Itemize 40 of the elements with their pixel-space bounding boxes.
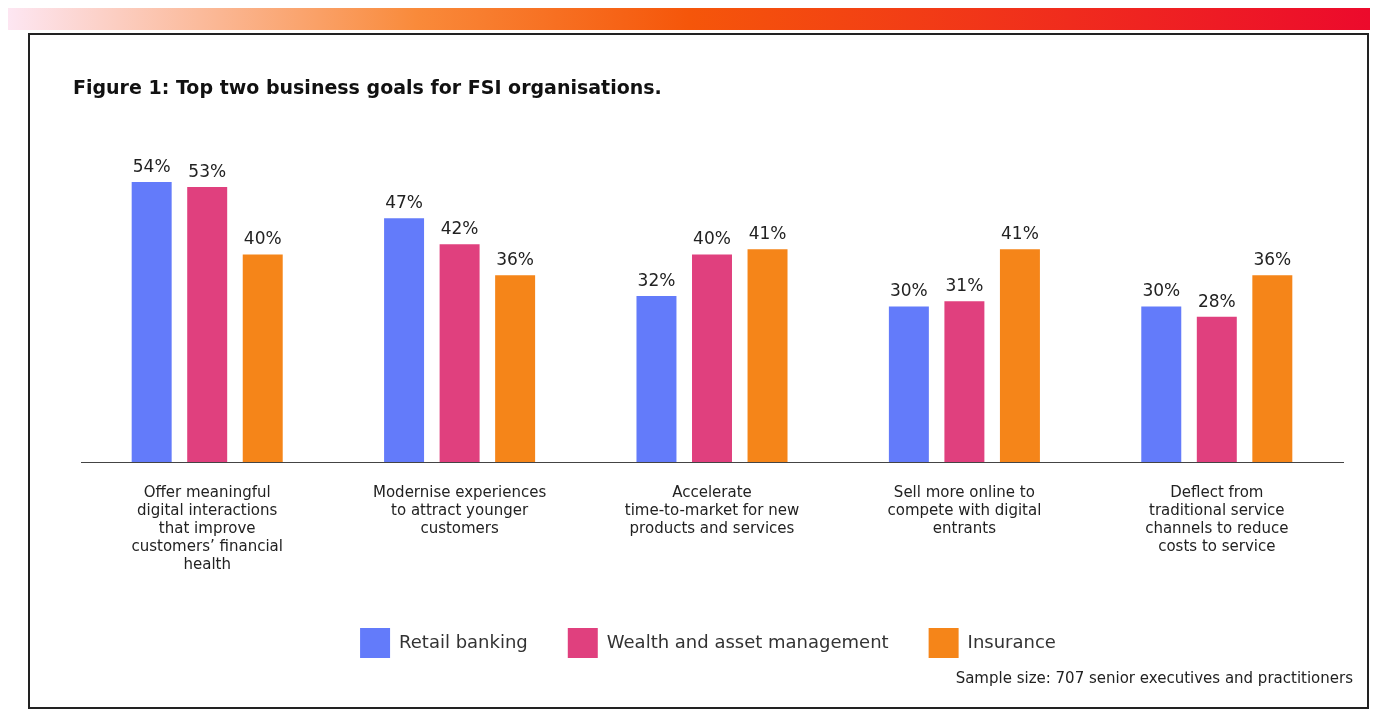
bar <box>1141 306 1182 462</box>
x-tick-label: Sell more online to compete with digital entrants <box>887 482 1042 537</box>
data-label: 41% <box>1001 223 1039 244</box>
legend-label: Insurance <box>967 630 1056 652</box>
chart-title: Figure 1: Top two business goals for FSI organisations. <box>73 76 662 99</box>
bar <box>242 254 283 462</box>
data-label: 36% <box>1253 249 1292 270</box>
x-tick-label: Accelerate time-to-market for new products and services <box>624 482 800 537</box>
bar <box>888 306 929 462</box>
data-label: 53% <box>188 161 227 182</box>
data-label: 28% <box>1197 290 1236 311</box>
data-label: 54% <box>132 155 171 176</box>
data-label: 30% <box>1142 280 1181 301</box>
bar <box>999 249 1040 462</box>
x-tick-label: Deflect from traditional service channels to reduce costs to service <box>1145 482 1289 555</box>
bar <box>384 218 425 462</box>
bar <box>187 187 228 462</box>
data-label: 40% <box>243 228 282 249</box>
bar <box>692 254 732 462</box>
data-label: 36% <box>496 249 535 270</box>
legend-label: Retail banking <box>399 630 528 652</box>
text: Sample size: 707 senior executives and practitioners <box>955 669 1353 687</box>
data-label: 41% <box>748 223 787 244</box>
data-label: 31% <box>945 275 984 296</box>
data-label: 32% <box>637 269 676 290</box>
bar <box>1252 275 1293 462</box>
bar <box>636 296 677 462</box>
data-label: 40% <box>693 228 731 249</box>
x-tick-label: Offer meaningful digital interactions that improve customers’ financial health <box>131 482 283 573</box>
bar <box>1196 316 1237 462</box>
data-label: 42% <box>440 218 479 239</box>
x-tick-label: Modernise experiences to attract younger customers <box>372 482 547 537</box>
bar <box>747 249 788 462</box>
bar <box>944 301 985 462</box>
data-label: 47% <box>385 192 423 213</box>
data-label: 30% <box>889 280 928 301</box>
bar <box>495 275 536 462</box>
bar <box>131 181 172 462</box>
legend-label: Wealth and asset management <box>606 630 889 652</box>
bar <box>439 244 480 462</box>
